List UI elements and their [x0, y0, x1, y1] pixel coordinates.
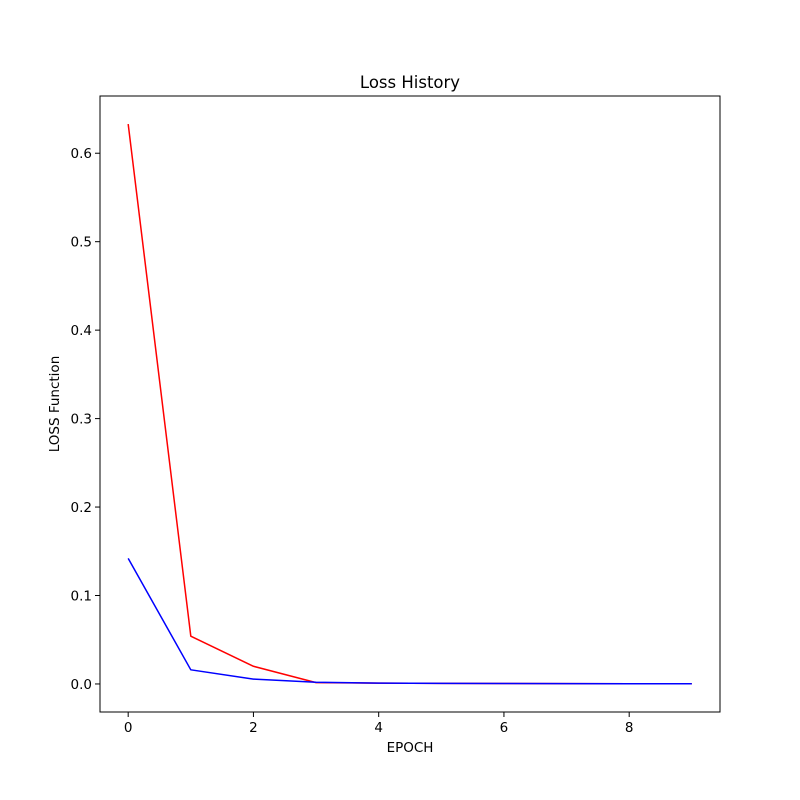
x-tick-label: 2: [249, 720, 258, 736]
x-tick-label: 4: [374, 720, 383, 736]
chart-title: Loss History: [360, 73, 460, 92]
y-tick-label: 0.1: [71, 589, 92, 605]
x-tick-label: 0: [124, 720, 133, 736]
series-line: [127, 123, 692, 685]
y-tick-label: 0.2: [71, 500, 92, 516]
y-tick-label: 0.4: [71, 323, 92, 339]
plot-frame: [99, 95, 721, 713]
y-tick-label: 0.0: [71, 677, 92, 693]
x-tick-label: 8: [625, 720, 634, 736]
y-tick-label: 0.3: [71, 412, 92, 428]
x-tick-label: 6: [500, 720, 509, 736]
series-line: [127, 557, 692, 685]
x-axis-label: EPOCH: [387, 740, 434, 756]
y-tick-label: 0.5: [71, 235, 92, 251]
y-tick-label: 0.6: [71, 146, 92, 162]
y-axis-label: LOSS Function: [47, 356, 63, 453]
